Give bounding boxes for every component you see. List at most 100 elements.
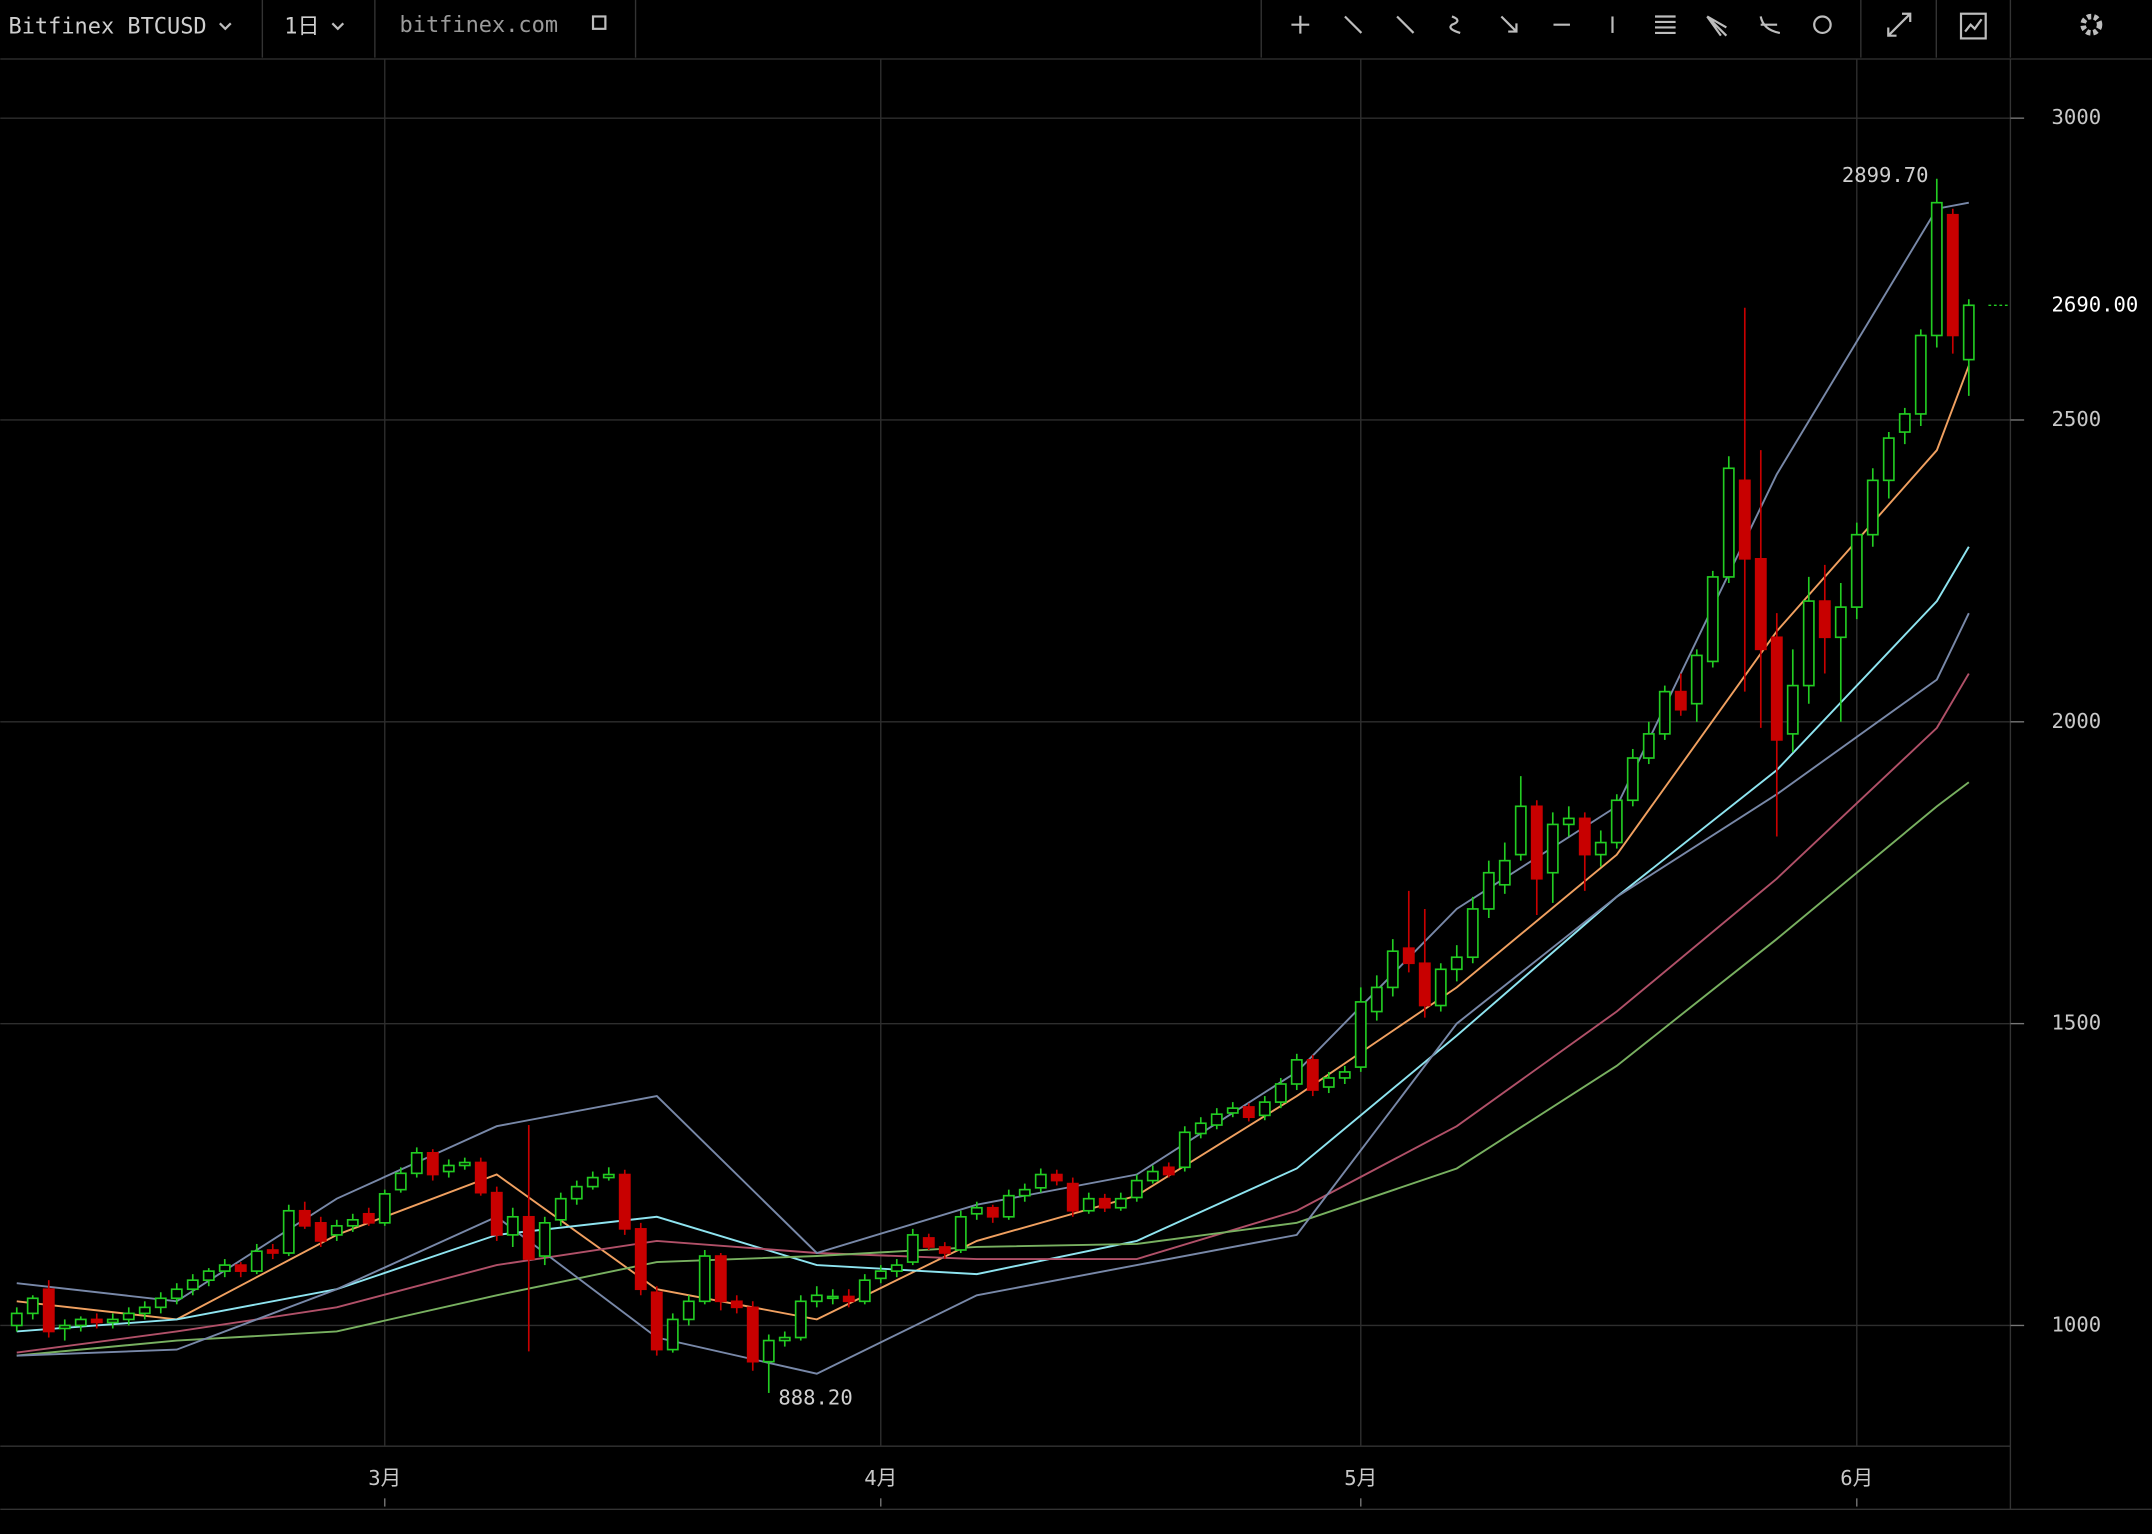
candle-body <box>1226 1107 1239 1114</box>
candle-body <box>1482 871 1495 910</box>
candle-body <box>1498 859 1511 886</box>
candle-body <box>1738 479 1751 560</box>
indicator-line <box>16 673 1970 1354</box>
external-icon[interactable] <box>591 15 607 30</box>
candle-body <box>1962 304 1975 361</box>
candle-body <box>1130 1179 1143 1199</box>
candle-body <box>1722 467 1735 578</box>
candle-body <box>1786 684 1799 735</box>
candle-body <box>506 1215 519 1236</box>
indicator-line <box>16 365 1970 1321</box>
candle-body <box>1082 1197 1095 1212</box>
candle-body <box>154 1297 167 1309</box>
header: Bitfinex BTCUSD 1日 bitfinex.com <box>0 0 2152 60</box>
candle-body <box>570 1185 583 1200</box>
indicator-icon[interactable] <box>1959 12 1987 40</box>
candle-body <box>330 1225 343 1236</box>
candle-body <box>938 1246 951 1254</box>
candle-body <box>522 1215 535 1260</box>
candle-body <box>826 1295 839 1300</box>
settings-icon[interactable] <box>2080 13 2103 36</box>
indicator-glyph <box>1964 18 1983 33</box>
candle-body <box>1834 606 1847 639</box>
dropdown-icon[interactable] <box>331 22 345 31</box>
candle-body <box>1882 437 1895 482</box>
indicator-line <box>16 612 1970 1375</box>
candle-body <box>794 1300 807 1339</box>
line-tool[interactable] <box>1344 15 1363 34</box>
pitchfork-tool[interactable] <box>1759 16 1781 35</box>
x-tick-label: 6月 <box>1840 1466 1873 1490</box>
candle-body <box>1354 1001 1367 1068</box>
candle-body <box>1386 950 1399 989</box>
fib-tool[interactable] <box>1655 15 1676 35</box>
candle-body <box>1450 956 1463 971</box>
candle-body <box>1946 213 1959 337</box>
candle-body <box>170 1288 183 1300</box>
candle-body <box>1370 986 1383 1013</box>
candle-body <box>266 1249 279 1254</box>
candle-body <box>842 1295 855 1303</box>
candle-body <box>1594 841 1607 856</box>
source-link[interactable]: bitfinex.com <box>400 13 558 38</box>
candle-body <box>698 1255 711 1303</box>
candle-body <box>1338 1071 1351 1079</box>
candle-body <box>954 1215 967 1251</box>
candle-body <box>1162 1166 1175 1176</box>
indicator-line <box>16 781 1970 1357</box>
fullscreen-icon[interactable] <box>1887 12 1912 37</box>
circle-tool[interactable] <box>1813 15 1832 35</box>
x-tick-label: 4月 <box>864 1466 897 1490</box>
candle-body <box>362 1212 375 1224</box>
candle-body <box>234 1264 247 1272</box>
crosshair-tool[interactable] <box>1291 15 1310 34</box>
candle-body <box>730 1300 743 1309</box>
candle-body <box>1866 479 1879 536</box>
candle-body <box>1242 1106 1255 1119</box>
candle-body <box>1578 817 1591 856</box>
candle-body <box>1194 1122 1207 1135</box>
candle-body <box>618 1173 631 1230</box>
candle-body <box>410 1151 423 1175</box>
candle-body <box>922 1237 935 1248</box>
candle-body <box>1402 947 1415 965</box>
y-tick-label: 1500 <box>2052 1011 2102 1035</box>
candle-body <box>378 1193 391 1224</box>
candle-body <box>1514 805 1527 856</box>
candle-body <box>1002 1194 1015 1218</box>
plot-area <box>10 178 1975 1393</box>
candle-body <box>1770 636 1783 741</box>
candle-body <box>490 1191 503 1236</box>
dropdown-icon[interactable] <box>219 22 232 31</box>
candle-body <box>1034 1173 1047 1189</box>
candle-body <box>10 1312 23 1327</box>
arrow-tool[interactable] <box>1500 15 1518 33</box>
candle-body <box>874 1270 887 1280</box>
candle-body <box>890 1264 903 1272</box>
x-tick-label: 3月 <box>368 1466 401 1490</box>
candle-body <box>346 1218 359 1227</box>
candle-body <box>122 1312 135 1321</box>
candle-body <box>1658 690 1671 735</box>
candle-body <box>1530 805 1543 880</box>
fan-tool[interactable] <box>1706 15 1728 37</box>
candle-body <box>554 1197 567 1221</box>
symbol[interactable]: Bitfinex BTCUSD <box>9 14 207 39</box>
candle-body <box>74 1318 87 1327</box>
candle-body <box>394 1172 407 1191</box>
candle-body <box>42 1288 55 1333</box>
candle-body <box>858 1279 871 1303</box>
y-tick-label: 1000 <box>2052 1312 2102 1336</box>
candle-body <box>1562 817 1575 826</box>
ray-tool[interactable] <box>1396 15 1415 34</box>
candle-body <box>90 1318 103 1324</box>
settings-hole <box>2087 21 2095 29</box>
extreme-label: 2899.70 <box>1842 163 1929 187</box>
candle-body <box>1306 1059 1319 1091</box>
candle-body <box>778 1336 791 1342</box>
curve-tool[interactable] <box>1449 15 1461 34</box>
candle-body <box>298 1209 311 1227</box>
interval[interactable]: 1日 <box>284 14 319 39</box>
